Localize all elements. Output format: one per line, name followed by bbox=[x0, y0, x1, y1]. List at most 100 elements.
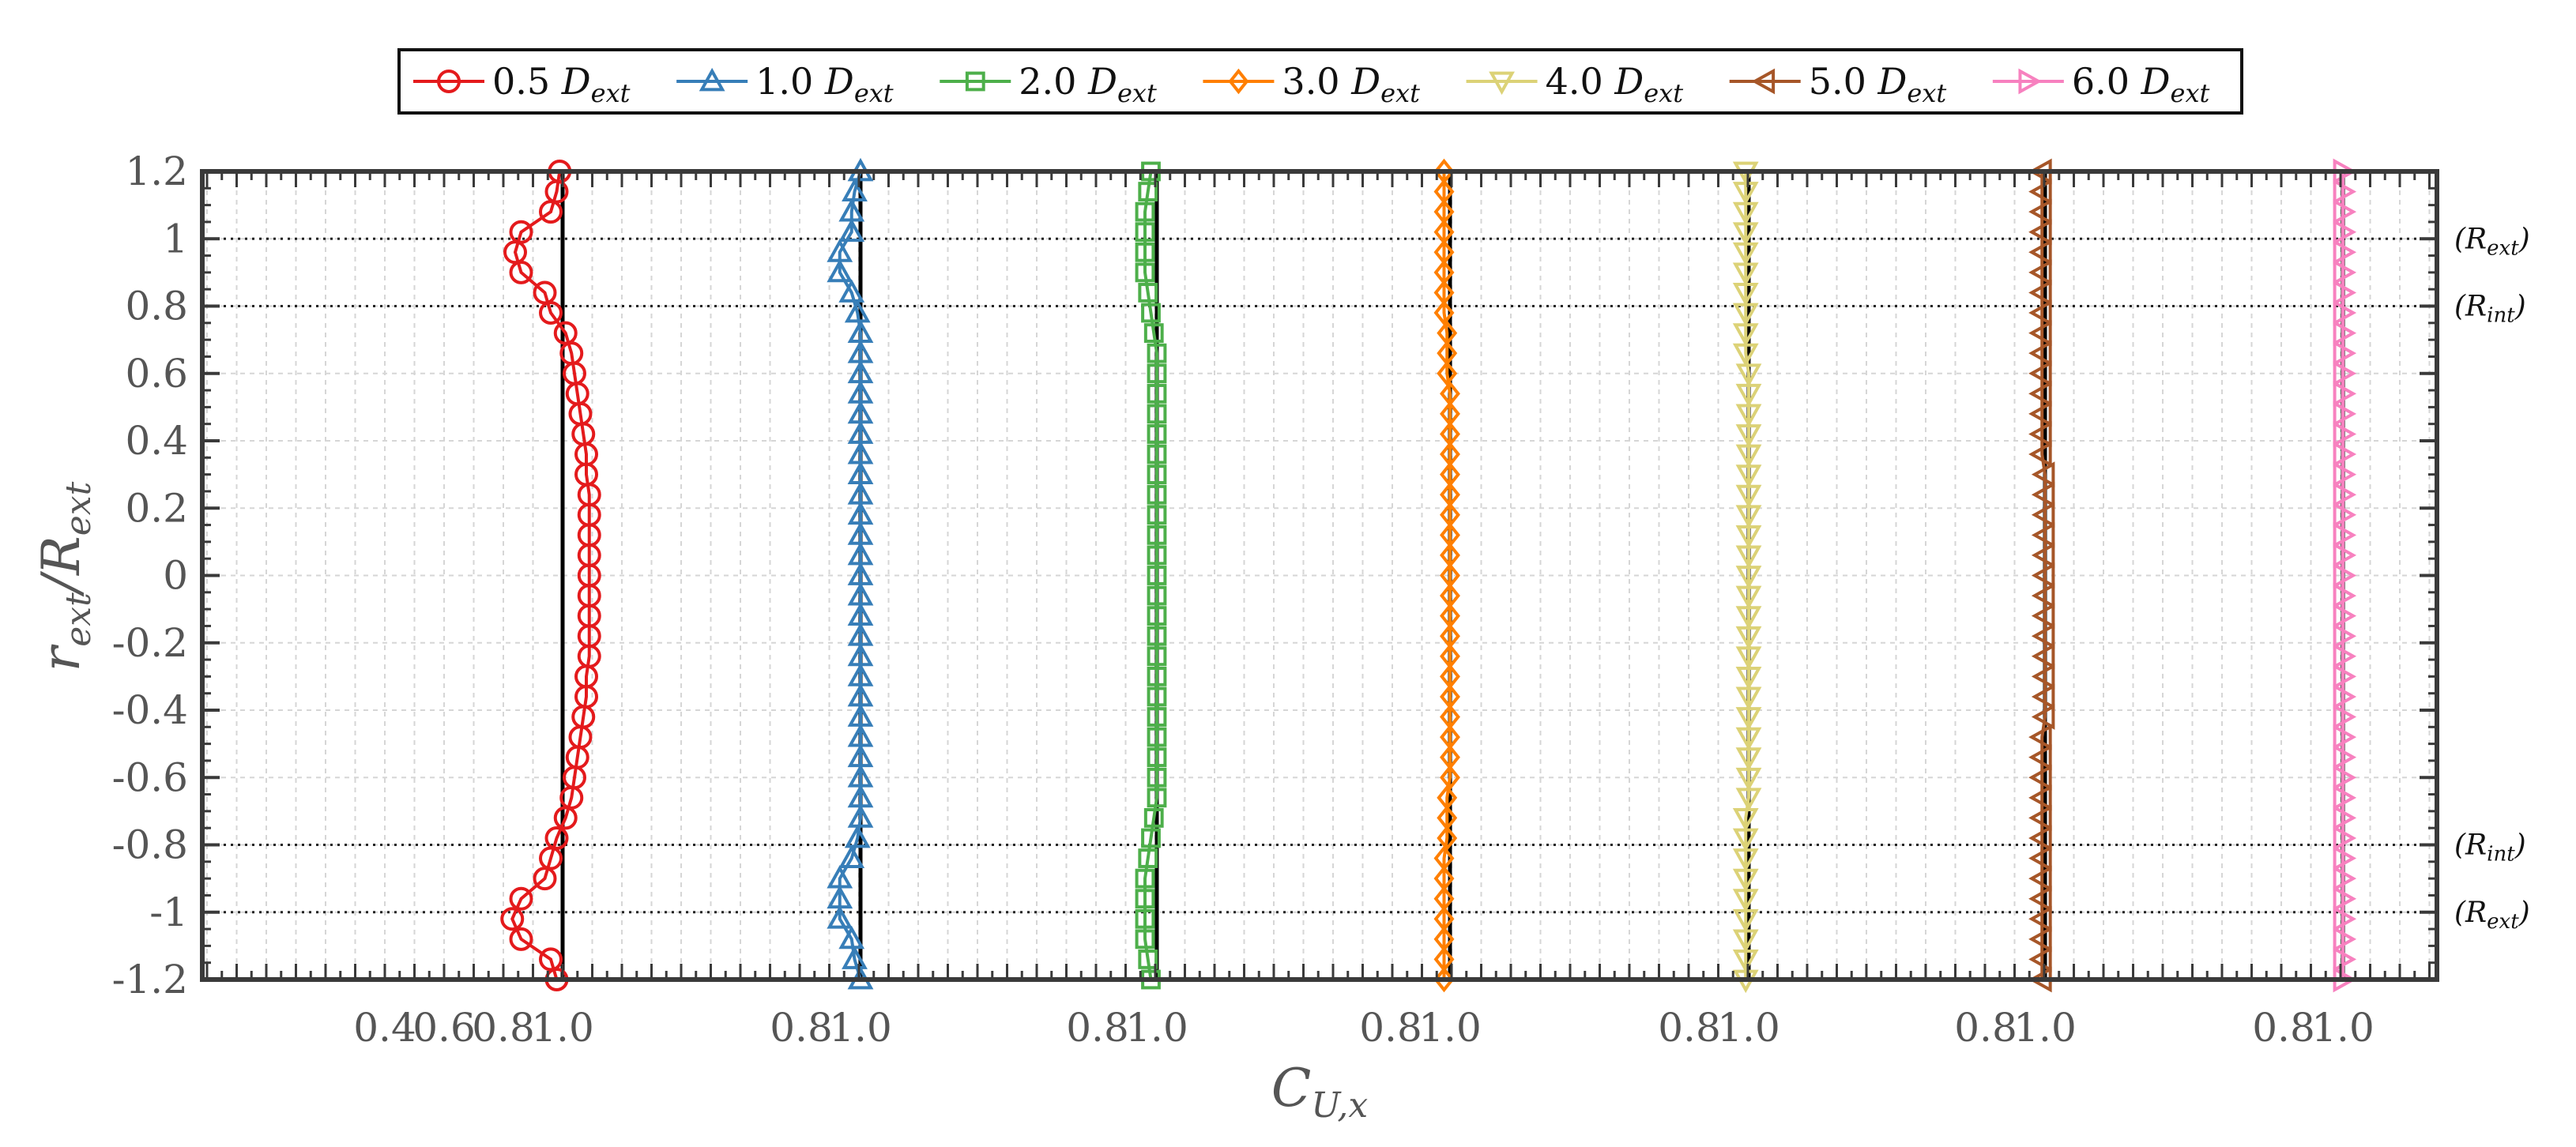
data-point bbox=[842, 946, 868, 969]
data-point bbox=[2028, 905, 2052, 932]
legend-item: 0.5 Dext bbox=[413, 60, 631, 108]
data-point bbox=[2028, 724, 2052, 750]
y-tick-label: 0.8 bbox=[125, 284, 188, 329]
legend-label: 6.0 Dext bbox=[2072, 60, 2210, 108]
data-point bbox=[1147, 585, 1167, 606]
data-point bbox=[2333, 825, 2357, 852]
data-point bbox=[1732, 929, 1759, 953]
series-3 bbox=[1135, 161, 1167, 990]
data-point bbox=[1732, 222, 1759, 246]
data-point bbox=[1135, 222, 1155, 243]
data-point bbox=[1147, 566, 1167, 585]
data-point bbox=[2333, 805, 2357, 831]
data-point bbox=[1735, 767, 1762, 792]
data-point bbox=[1735, 666, 1762, 690]
data-point bbox=[1735, 626, 1762, 650]
data-point bbox=[2333, 280, 2357, 306]
data-point bbox=[2028, 360, 2052, 387]
data-point bbox=[1147, 707, 1167, 727]
data-point bbox=[1135, 929, 1155, 950]
data-point bbox=[2028, 441, 2052, 468]
data-point bbox=[2333, 905, 2357, 932]
data-point bbox=[2028, 421, 2052, 447]
data-point bbox=[1732, 808, 1759, 832]
x-tick-label: 0.8 bbox=[1954, 1005, 2017, 1051]
data-point bbox=[1735, 747, 1762, 771]
data-point bbox=[2333, 219, 2357, 246]
legend-label: 4.0 Dext bbox=[1546, 60, 1684, 108]
legend-item: 5.0 Dext bbox=[1729, 60, 1946, 108]
y-tick-label: -0.8 bbox=[112, 822, 188, 868]
legend-marker bbox=[437, 70, 461, 93]
legend-item: 3.0 Dext bbox=[1203, 60, 1420, 108]
data-point bbox=[1147, 505, 1167, 525]
data-point bbox=[2031, 481, 2055, 508]
data-point bbox=[1147, 464, 1167, 485]
x-tick-label: 0.6 bbox=[412, 1005, 476, 1051]
x-tick-label: 0.4 bbox=[353, 1005, 416, 1051]
data-point bbox=[1135, 262, 1155, 283]
series-7 bbox=[2333, 158, 2357, 993]
data-point bbox=[838, 279, 865, 303]
data-point bbox=[1735, 525, 1762, 549]
data-point bbox=[844, 824, 871, 848]
data-point bbox=[2333, 744, 2357, 771]
x-tick-label: 1.0 bbox=[2013, 1005, 2077, 1051]
data-point bbox=[2028, 198, 2052, 225]
data-point bbox=[1735, 707, 1762, 731]
data-point bbox=[1147, 666, 1167, 686]
reference-line-label: (Rext) bbox=[2454, 223, 2530, 260]
data-point bbox=[1735, 545, 1762, 570]
y-tick-label: -1 bbox=[149, 889, 188, 935]
data-point bbox=[1141, 828, 1161, 848]
data-point bbox=[2028, 280, 2052, 306]
data-point bbox=[1735, 404, 1762, 428]
data-point bbox=[1732, 242, 1759, 266]
data-point bbox=[2028, 845, 2052, 871]
x-tick-label: 0.8 bbox=[770, 1005, 833, 1051]
data-point bbox=[1143, 323, 1164, 344]
legend: 0.5 Dext 1.0 Dext 2.0 Dext 3.0 Dext 4.0 Dext… bbox=[397, 48, 2243, 115]
x-tick-label: 0.8 bbox=[1658, 1005, 1721, 1051]
data-point bbox=[1735, 363, 1762, 387]
data-point bbox=[1732, 323, 1759, 347]
data-point bbox=[2028, 764, 2052, 791]
data-point bbox=[1732, 950, 1759, 973]
data-point bbox=[1147, 767, 1167, 788]
reference-line-label: (Rint) bbox=[2454, 291, 2526, 328]
data-point bbox=[2031, 683, 2055, 710]
grid bbox=[202, 171, 2437, 980]
data-point bbox=[2031, 643, 2055, 670]
x-tick-label: 1.0 bbox=[531, 1005, 594, 1051]
data-point bbox=[2333, 603, 2357, 630]
series-6 bbox=[2028, 158, 2055, 993]
data-point bbox=[1143, 808, 1164, 828]
data-point bbox=[2333, 622, 2357, 649]
data-point bbox=[2028, 805, 2052, 831]
data-point bbox=[2028, 784, 2052, 811]
data-point bbox=[1147, 424, 1167, 444]
data-point bbox=[2333, 198, 2357, 225]
data-point bbox=[827, 258, 853, 283]
reference-lines: (Rext) (Rint) (Rint) (Rext) bbox=[202, 223, 2530, 934]
data-point bbox=[1735, 585, 1762, 610]
legend-item: 1.0 Dext bbox=[676, 60, 894, 108]
data-point bbox=[1147, 727, 1167, 747]
legend-item: 4.0 Dext bbox=[1466, 60, 1684, 108]
x-tick-label: 0.8 bbox=[1066, 1005, 1129, 1051]
data-point bbox=[1135, 908, 1155, 929]
data-point bbox=[2028, 926, 2052, 953]
data-point bbox=[1147, 484, 1167, 505]
data-point bbox=[2028, 320, 2052, 346]
data-point bbox=[1732, 201, 1759, 226]
data-point bbox=[2333, 542, 2357, 569]
data-point bbox=[2333, 683, 2357, 710]
data-point bbox=[842, 178, 868, 201]
data-point bbox=[2031, 542, 2055, 569]
data-point bbox=[2333, 441, 2357, 468]
data-point bbox=[1147, 404, 1167, 424]
x-tick-label: 0.8 bbox=[1359, 1005, 1422, 1051]
data-point bbox=[2031, 663, 2055, 690]
data-point bbox=[509, 927, 533, 951]
